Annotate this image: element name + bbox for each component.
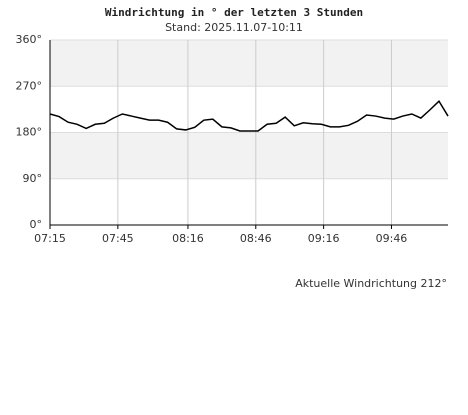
y-tick-label: 90° <box>23 172 43 185</box>
chart-title: Windrichtung in ° der letzten 3 Stunden <box>105 6 363 19</box>
x-tick-label: 09:46 <box>376 232 408 245</box>
band <box>50 132 448 179</box>
annotation: Aktuelle Windrichtung 212° <box>295 277 447 290</box>
y-tick-label: 270° <box>16 79 43 92</box>
x-tick-label: 08:46 <box>240 232 272 245</box>
line <box>49 99 449 132</box>
x-tick-label: 09:16 <box>308 232 340 245</box>
x-tick-label: 07:15 <box>34 232 66 245</box>
chart-subtitle: Stand: 2025.11.07-10:11 <box>165 21 303 34</box>
y-tick-label: 180° <box>16 126 43 139</box>
x-tick-label: 07:45 <box>102 232 134 245</box>
x-tick-label: 08:16 <box>172 232 204 245</box>
y-tick-label: 360° <box>16 33 43 46</box>
y-tick-label: 0° <box>30 218 43 231</box>
band <box>50 40 448 87</box>
